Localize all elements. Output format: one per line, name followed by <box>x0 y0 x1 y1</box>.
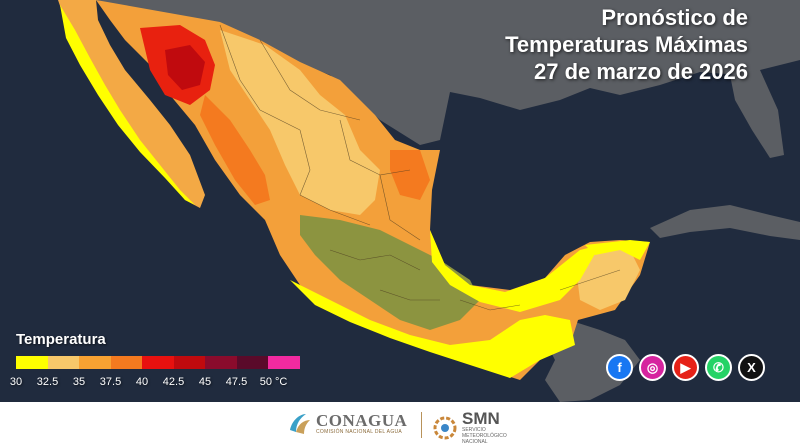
legend-swatch-1 <box>47 356 79 369</box>
youtube-icon[interactable]: ▶ <box>672 354 699 381</box>
legend-tick-label: 42.5 <box>162 376 185 388</box>
map-graphic <box>58 0 800 402</box>
instagram-icon[interactable]: ◎ <box>639 354 666 381</box>
map-title: Pronóstico de Temperaturas Máximas 27 de… <box>505 4 748 85</box>
zone-35-yucatan <box>575 250 640 310</box>
title-line-2: Temperaturas Máximas <box>505 32 748 57</box>
smn-logo[interactable]: SMN SERVICIO METEOROLÓGICO NACIONAL <box>432 410 522 445</box>
smn-subtitle: SERVICIO METEOROLÓGICO NACIONAL <box>462 427 507 445</box>
conagua-emblem-icon <box>290 414 310 434</box>
state-borders <box>219 24 621 311</box>
conagua-subtitle: COMISIÓN NACIONAL DEL AGUA <box>316 428 403 435</box>
legend-swatch-5 <box>173 356 205 369</box>
social-icons: f ◎ ▶ ✆ X <box>606 354 765 381</box>
conagua-logo[interactable]: CONAGUA COMISIÓN NACIONAL DEL AGUA <box>286 410 407 436</box>
legend-swatch-0 <box>16 356 48 369</box>
footer <box>0 402 800 445</box>
legend-tick-label: 50 °C <box>259 376 288 388</box>
cuba-land <box>650 205 800 240</box>
legend-ticks: 30 32.5 35 37.5 40 42.5 45 47.5 50 °C <box>8 376 308 392</box>
legend-swatch-6 <box>205 356 237 369</box>
highlands <box>300 215 480 330</box>
zone-30-yucatan <box>585 240 650 260</box>
conagua-name: CONAGUA <box>316 410 408 430</box>
zone-30-south <box>290 280 575 378</box>
zone-30-gulf <box>430 230 600 312</box>
footer-divider <box>421 412 422 438</box>
smn-emblem-icon <box>433 416 457 439</box>
title-line-3: 27 de marzo de 2026 <box>533 59 748 84</box>
hot-zone-core <box>165 45 205 90</box>
legend-tick-label: 45 <box>198 376 212 388</box>
legend-title: Temperatura <box>16 331 106 348</box>
legend-swatch-2 <box>79 356 111 369</box>
title-line-1: Pronóstico de <box>601 5 748 30</box>
legend-swatch-4 <box>142 356 174 369</box>
usa-land <box>95 0 800 145</box>
zone-375-ne <box>390 150 430 200</box>
legend-swatch-3 <box>110 356 142 369</box>
facebook-icon[interactable]: f <box>606 354 633 381</box>
legend-tick-label: 35 <box>72 376 86 388</box>
legend-swatch-8 <box>268 356 300 369</box>
legend-tick-label: 37.5 <box>99 376 122 388</box>
baja-california <box>58 0 205 208</box>
x-icon[interactable]: X <box>738 354 765 381</box>
legend-tick-label: 47.5 <box>225 376 248 388</box>
smn-name: SMN <box>462 409 500 428</box>
temperature-map <box>0 0 800 402</box>
zone-35 <box>220 30 380 215</box>
whatsapp-icon[interactable]: ✆ <box>705 354 732 381</box>
legend-color-bar <box>16 356 300 369</box>
zone-375 <box>200 95 270 205</box>
legend-tick-label: 40 <box>135 376 149 388</box>
legend-swatch-7 <box>236 356 268 369</box>
legend-tick-label: 30 <box>9 376 23 388</box>
florida-land <box>730 70 784 158</box>
legend-tick-label: 32.5 <box>36 376 59 388</box>
